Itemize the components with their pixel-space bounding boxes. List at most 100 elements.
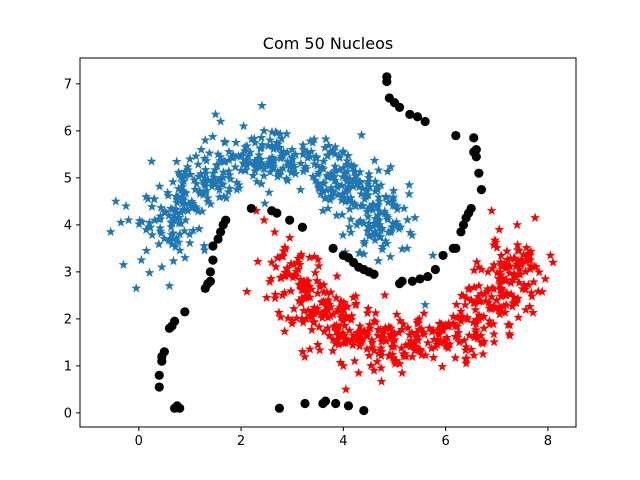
blue-star: [224, 146, 234, 156]
blue-star: [218, 172, 229, 182]
y-tick-label: 5: [64, 171, 72, 186]
blue-star: [186, 196, 197, 206]
red-star: [483, 297, 494, 307]
red-star: [327, 345, 338, 356]
blue-star: [264, 187, 275, 197]
blue-star: [141, 191, 152, 202]
red-star: [279, 242, 290, 252]
blue-star: [337, 192, 348, 203]
blue-star: [167, 216, 178, 227]
blue-star: [342, 182, 353, 193]
nucleus-point: [169, 316, 180, 326]
red-star: [528, 276, 539, 287]
blue-star: [337, 209, 348, 220]
red-star: [369, 315, 380, 326]
blue-star: [286, 152, 297, 162]
red-star: [517, 283, 528, 294]
red-star: [351, 335, 362, 345]
nucleus-point: [412, 112, 423, 122]
y-tick-label: 0: [64, 406, 72, 421]
red-star: [495, 291, 506, 301]
blue-star: [220, 137, 231, 147]
nucleus-point: [205, 276, 215, 286]
red-star: [520, 266, 531, 276]
x-tick-label: 4: [339, 434, 347, 449]
blue-star: [176, 185, 187, 195]
blue-star: [144, 222, 154, 232]
red-star: [303, 283, 313, 294]
red-star: [307, 306, 318, 317]
blue-star: [319, 142, 330, 152]
blue-star: [290, 168, 301, 179]
blue-star: [153, 214, 164, 224]
blue-star: [199, 153, 210, 163]
red-star: [461, 292, 472, 303]
red-star: [510, 296, 521, 306]
red-star: [367, 337, 378, 348]
blue-star: [287, 144, 298, 154]
red-star: [366, 360, 376, 370]
red-star: [497, 272, 508, 283]
blue-star: [228, 152, 239, 163]
red-star: [490, 237, 501, 247]
red-star: [319, 309, 330, 319]
blue-star: [183, 164, 193, 175]
x-tick-label: 8: [544, 434, 552, 449]
blue-star: [278, 163, 289, 173]
blue-star: [243, 151, 254, 161]
blue-star: [230, 161, 241, 172]
red-star: [276, 272, 287, 283]
red-star: [493, 304, 504, 314]
red-star: [277, 290, 288, 300]
red-star: [299, 275, 309, 286]
red-star: [473, 291, 483, 301]
red-star: [335, 357, 346, 367]
blue-star: [405, 227, 416, 237]
blue-star: [372, 202, 382, 212]
blue-star: [123, 214, 134, 225]
red-star: [338, 360, 349, 371]
x-tick-label: 2: [237, 434, 245, 449]
red-star: [478, 348, 488, 359]
red-star: [480, 295, 491, 306]
red-star: [284, 232, 295, 243]
blue-star: [330, 161, 341, 171]
blue-star: [342, 155, 353, 166]
blue-star: [349, 198, 360, 209]
blue-star: [249, 133, 260, 143]
red-star: [361, 328, 372, 339]
red-star: [530, 212, 541, 223]
blue-star: [353, 179, 363, 189]
blue-star: [163, 210, 174, 220]
blue-star: [371, 182, 382, 192]
y-tick-label: 1: [64, 359, 72, 374]
blue-star: [402, 214, 413, 225]
blue-star: [388, 185, 399, 195]
red-star: [460, 354, 471, 364]
red-star: [336, 307, 347, 317]
blue-star: [407, 230, 418, 240]
red-star: [350, 291, 361, 301]
plot-frame: [79, 57, 577, 428]
blue-star: [186, 203, 197, 213]
red-star: [372, 356, 383, 366]
red-star: [313, 260, 324, 271]
nucleus-point: [208, 255, 218, 265]
chart-title: Com 50 Nucleos: [263, 34, 393, 53]
blue-star: [174, 228, 185, 239]
red-star: [364, 350, 375, 360]
blue-star: [156, 202, 166, 212]
blue-star: [344, 203, 355, 214]
red-star: [269, 226, 280, 237]
blue-star: [176, 207, 186, 217]
blue-star: [210, 109, 221, 119]
red-star: [450, 352, 461, 363]
nucleus-point: [456, 227, 466, 237]
red-star: [453, 327, 464, 337]
blue-star: [309, 159, 320, 169]
blue-star: [248, 170, 258, 180]
red-star: [471, 318, 482, 329]
red-star: [328, 309, 339, 319]
red-star: [266, 273, 276, 284]
red-star: [354, 331, 364, 342]
